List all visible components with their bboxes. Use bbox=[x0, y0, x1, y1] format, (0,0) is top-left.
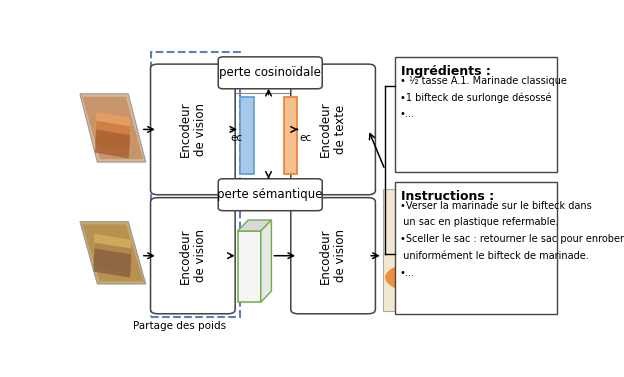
Polygon shape bbox=[80, 94, 146, 162]
Text: un sac en plastique refermable.: un sac en plastique refermable. bbox=[399, 218, 558, 227]
Text: Encodeur
de vision: Encodeur de vision bbox=[179, 102, 207, 157]
Text: ec: ec bbox=[300, 133, 311, 143]
Ellipse shape bbox=[446, 272, 504, 295]
Text: ec: ec bbox=[230, 133, 243, 143]
Text: •Verser la marinade sur le bifteck dans: •Verser la marinade sur le bifteck dans bbox=[399, 201, 592, 210]
Polygon shape bbox=[238, 220, 271, 231]
Polygon shape bbox=[94, 234, 131, 263]
Ellipse shape bbox=[419, 240, 467, 280]
Text: •Sceller le sac : retourner le sac pour enrober: •Sceller le sac : retourner le sac pour … bbox=[399, 234, 623, 244]
Ellipse shape bbox=[436, 228, 474, 263]
Text: •...: •... bbox=[399, 268, 414, 278]
Bar bbox=[383, 189, 554, 311]
Text: Ingrédients :: Ingrédients : bbox=[401, 65, 490, 78]
Polygon shape bbox=[95, 129, 130, 158]
FancyBboxPatch shape bbox=[291, 198, 376, 314]
Ellipse shape bbox=[409, 208, 467, 260]
Text: •...: •... bbox=[399, 109, 414, 120]
Polygon shape bbox=[82, 224, 144, 281]
Text: perte cosinoïdale: perte cosinoïdale bbox=[219, 66, 321, 79]
Polygon shape bbox=[94, 243, 131, 272]
Polygon shape bbox=[95, 112, 130, 141]
Bar bbox=[238, 231, 261, 302]
Text: • ½ tasse A.1. Marinade classique: • ½ tasse A.1. Marinade classique bbox=[399, 76, 567, 86]
FancyBboxPatch shape bbox=[218, 179, 322, 211]
Bar bbox=[395, 182, 557, 314]
Text: Encodeur
de vision: Encodeur de vision bbox=[319, 228, 347, 284]
Text: perte sémantique: perte sémantique bbox=[218, 188, 323, 201]
FancyBboxPatch shape bbox=[150, 198, 235, 314]
Polygon shape bbox=[80, 222, 146, 284]
Text: Instructions :: Instructions : bbox=[401, 190, 494, 203]
Bar bbox=[240, 98, 253, 175]
Text: •1 bifteck de surlonge désossé: •1 bifteck de surlonge désossé bbox=[399, 93, 551, 103]
Bar bbox=[283, 98, 297, 175]
Ellipse shape bbox=[385, 263, 448, 292]
Text: Encodeur
de texte: Encodeur de texte bbox=[319, 102, 347, 157]
Polygon shape bbox=[82, 97, 144, 159]
Text: Encodeur
de vision: Encodeur de vision bbox=[179, 228, 207, 284]
Text: Partage des poids: Partage des poids bbox=[133, 321, 226, 331]
Polygon shape bbox=[95, 121, 130, 150]
Bar bbox=[234, 93, 303, 179]
Bar bbox=[395, 57, 557, 172]
Polygon shape bbox=[261, 220, 271, 302]
Polygon shape bbox=[94, 248, 131, 277]
Text: uniformément le bifteck de marinade.: uniformément le bifteck de marinade. bbox=[399, 251, 588, 261]
FancyBboxPatch shape bbox=[218, 57, 322, 89]
FancyBboxPatch shape bbox=[150, 64, 235, 195]
FancyBboxPatch shape bbox=[291, 64, 376, 195]
